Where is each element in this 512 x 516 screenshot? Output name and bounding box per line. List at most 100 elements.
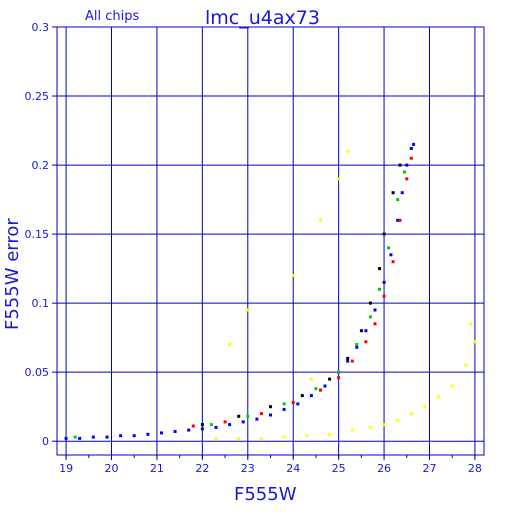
data-point	[282, 402, 286, 406]
data-point	[355, 345, 359, 349]
data-point	[350, 428, 354, 432]
data-point	[237, 436, 241, 440]
data-point	[73, 435, 77, 439]
data-point	[200, 427, 204, 431]
data-point	[391, 191, 395, 195]
data-point	[78, 436, 82, 440]
data-point	[160, 431, 163, 435]
data-point	[387, 246, 391, 250]
grid	[52, 26, 484, 460]
y-tick-label: 0.1	[32, 297, 50, 310]
data-point	[346, 356, 350, 360]
data-point	[328, 432, 332, 436]
data-point	[269, 413, 272, 417]
x-tick-label: 26	[377, 462, 391, 475]
data-point	[246, 414, 250, 418]
data-point	[368, 315, 372, 319]
data-point	[259, 436, 263, 440]
data-point	[209, 423, 213, 427]
data-point	[228, 343, 232, 346]
data-point	[368, 301, 372, 305]
x-tick-label: 22	[195, 462, 209, 475]
x-axis-label: F555W	[234, 484, 297, 505]
data-point	[214, 425, 218, 429]
data-point	[146, 432, 150, 436]
tick-labels: 19 20 21 22 23 24 25 26 27 28 0 0.05 0.1 0.15 0.2 0.25 0…	[25, 21, 482, 475]
data-point	[473, 340, 477, 344]
data-point	[368, 425, 372, 429]
data-point	[409, 147, 413, 150]
data-point	[119, 434, 123, 438]
data-point	[373, 308, 377, 312]
data-point	[214, 436, 218, 440]
data-point	[241, 420, 245, 424]
data-point	[364, 340, 368, 344]
data-point	[259, 412, 263, 416]
data-point	[355, 343, 359, 346]
data-point	[173, 430, 177, 433]
x-tick-label: 20	[105, 462, 119, 475]
y-tick-label: 0.2	[32, 159, 50, 172]
data-point	[296, 402, 300, 406]
data-points	[64, 142, 477, 440]
data-point	[400, 191, 404, 195]
y-tick-label: 0	[42, 435, 49, 448]
data-point	[373, 322, 377, 326]
data-point	[391, 260, 395, 264]
data-point	[423, 405, 427, 409]
x-tick-label: 27	[422, 462, 436, 475]
data-point	[282, 407, 286, 411]
data-point	[323, 384, 327, 388]
data-point	[191, 424, 195, 428]
y-axis-label: F555W error	[2, 218, 23, 330]
x-tick-label: 28	[468, 462, 482, 475]
data-point	[282, 435, 286, 439]
plot-frame	[56, 26, 485, 456]
data-point	[364, 329, 368, 333]
data-point	[382, 423, 386, 427]
x-tick-label: 25	[332, 462, 346, 475]
data-point	[309, 394, 313, 398]
data-point	[396, 198, 400, 202]
data-point	[91, 435, 95, 439]
x-tick-label: 19	[59, 462, 73, 475]
data-point	[200, 423, 204, 427]
data-point	[346, 149, 350, 153]
data-point	[378, 287, 381, 291]
data-point	[359, 329, 363, 333]
data-point	[450, 384, 454, 388]
data-point	[337, 177, 341, 181]
data-point	[228, 423, 232, 427]
data-point	[237, 414, 241, 418]
data-point	[409, 156, 413, 160]
data-point	[269, 405, 272, 409]
data-point	[132, 434, 136, 438]
data-point	[405, 163, 409, 167]
chart-title: lmc_u4ax73	[205, 7, 320, 29]
data-point	[328, 377, 332, 381]
data-point	[389, 253, 393, 257]
data-point	[350, 359, 354, 363]
data-point	[255, 417, 259, 421]
y-tick-label: 0.05	[25, 366, 50, 379]
data-point	[468, 322, 472, 326]
data-point	[187, 428, 191, 432]
data-point	[300, 394, 304, 398]
data-point	[396, 218, 400, 222]
data-point	[382, 294, 386, 298]
data-point	[319, 388, 322, 392]
data-point	[382, 280, 386, 284]
data-point	[309, 377, 313, 381]
data-point	[246, 308, 250, 312]
data-point	[223, 420, 227, 424]
data-point	[64, 436, 68, 440]
data-point	[437, 395, 441, 399]
y-tick-label: 0.3	[32, 21, 50, 34]
data-point	[291, 401, 295, 404]
x-tick-label: 21	[150, 462, 164, 475]
data-point	[382, 232, 386, 236]
data-point	[412, 142, 416, 146]
data-point	[314, 387, 318, 391]
